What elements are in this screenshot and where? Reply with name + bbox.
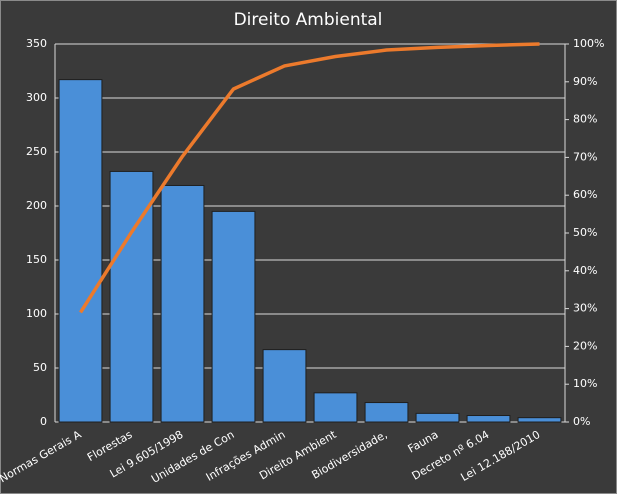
bar [466, 415, 511, 423]
bar [517, 417, 562, 423]
y2-tick-label: 20% [573, 339, 597, 352]
y2-tick-label: 10% [573, 377, 597, 390]
y2-tick-label: 80% [573, 113, 597, 126]
pareto-line [79, 42, 540, 314]
bar [160, 184, 205, 423]
y2-tick-label: 0% [573, 415, 590, 428]
y-tick-label: 150 [26, 253, 47, 266]
y-tick-label: 350 [26, 37, 47, 50]
y2-tick-label: 30% [573, 302, 597, 315]
bar [364, 402, 409, 423]
y-tick-label: 300 [26, 91, 47, 104]
chart-title: Direito Ambiental [234, 10, 383, 30]
y2-tick-label: 40% [573, 264, 597, 277]
y-tick-label: 200 [26, 199, 47, 212]
y2-tick-label: 70% [573, 150, 597, 163]
y2-tick-label: 100% [573, 37, 604, 50]
y-tick-label: 0 [40, 415, 47, 428]
y2-tick-label: 60% [573, 188, 597, 201]
bar [262, 349, 307, 423]
y2-tick-label: 90% [573, 75, 597, 88]
y-tick-label: 50 [33, 361, 47, 374]
y2-tick-label: 50% [573, 226, 597, 239]
bar [211, 210, 256, 423]
y-tick-label: 250 [26, 145, 47, 158]
bar [313, 392, 358, 423]
y-tick-label: 100 [26, 307, 47, 320]
bar [58, 79, 103, 423]
bar [415, 412, 460, 423]
